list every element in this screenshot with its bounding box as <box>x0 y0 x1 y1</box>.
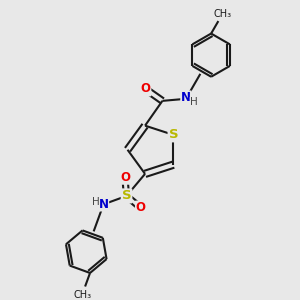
Text: CH₃: CH₃ <box>73 290 91 300</box>
Text: S: S <box>169 128 178 141</box>
Text: H: H <box>92 197 99 207</box>
Text: N: N <box>181 91 191 104</box>
Text: S: S <box>122 189 131 203</box>
Text: N: N <box>98 198 109 211</box>
Text: O: O <box>120 171 130 184</box>
Text: O: O <box>140 82 150 95</box>
Text: H: H <box>190 97 198 107</box>
Text: CH₃: CH₃ <box>214 9 232 19</box>
Text: O: O <box>136 202 146 214</box>
